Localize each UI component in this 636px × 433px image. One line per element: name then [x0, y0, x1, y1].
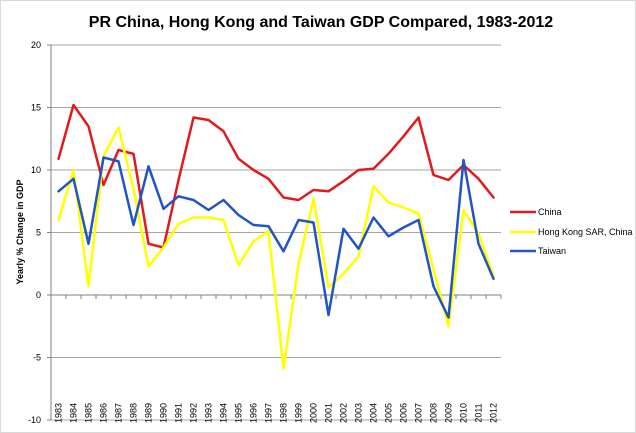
x-tick-label: 1987 — [114, 403, 124, 423]
x-tick-label: 1985 — [84, 403, 94, 423]
x-tick-label: 2001 — [324, 403, 334, 423]
x-tick-label: 1997 — [264, 403, 274, 423]
x-tick-label: 2009 — [444, 403, 454, 423]
x-tick-label: 2011 — [474, 403, 484, 422]
x-tick-label: 1988 — [129, 403, 139, 423]
y-tick-label: 20 — [31, 40, 41, 50]
series-line-hong-kong-sar-china — [57, 126, 495, 371]
x-tick-label: 2005 — [384, 403, 394, 423]
series-lines — [57, 103, 495, 371]
legend-label: Hong Kong SAR, China — [538, 227, 633, 237]
legend: China Hong Kong SAR, China Taiwan — [510, 207, 633, 256]
x-tick-label: 1999 — [294, 403, 304, 423]
y-axis-label: Yearly % Change in GDP — [15, 179, 25, 284]
x-tick-label: 2007 — [414, 403, 424, 423]
x-tick-label: 1990 — [159, 403, 169, 423]
x-tick-label: 1989 — [144, 403, 154, 423]
y-tick-label: -10 — [28, 415, 41, 425]
x-tick-label: 1984 — [69, 403, 79, 423]
x-tick-label: 2006 — [399, 403, 409, 423]
x-tick-label: 1991 — [174, 403, 184, 423]
y-tick-label: -5 — [33, 353, 41, 363]
y-tick-label: 0 — [36, 290, 41, 300]
y-tick-label: 15 — [31, 103, 41, 113]
x-tick-label: 2000 — [309, 403, 319, 423]
x-tick-labels: 1983 1984 1985 1986 1987 1988 1989 1990 1991 1992… — [54, 403, 499, 423]
x-tick-label: 1995 — [234, 403, 244, 423]
x-tick-label: 1993 — [204, 403, 214, 423]
series-line-china — [57, 103, 495, 249]
x-tick-label: 1998 — [279, 403, 289, 423]
legend-label: China — [538, 207, 562, 217]
x-tick-label: 2008 — [429, 403, 439, 423]
y-tick-label: 5 — [36, 228, 41, 238]
x-tick-label: 1992 — [189, 403, 199, 423]
x-tick-label: 1996 — [249, 403, 259, 423]
x-tick-label: 2003 — [354, 403, 364, 423]
x-tick-label: 2004 — [369, 403, 379, 423]
x-tick-label: 1983 — [54, 403, 64, 423]
x-tick-label: 1986 — [99, 403, 109, 423]
gridlines — [51, 44, 501, 421]
x-tick-label: 2002 — [339, 403, 349, 423]
chart-title: PR China, Hong Kong and Taiwan GDP Compa… — [89, 14, 553, 31]
x-tick-label: 2012 — [489, 403, 499, 423]
y-tick-label: 10 — [31, 165, 41, 175]
legend-label: Taiwan — [538, 246, 566, 256]
series-line-taiwan — [57, 156, 495, 319]
x-tick-label: 2010 — [459, 403, 469, 423]
x-tick-label: 1994 — [219, 403, 229, 423]
y-tick-labels: -10 -5 0 5 10 15 20 — [28, 40, 41, 425]
